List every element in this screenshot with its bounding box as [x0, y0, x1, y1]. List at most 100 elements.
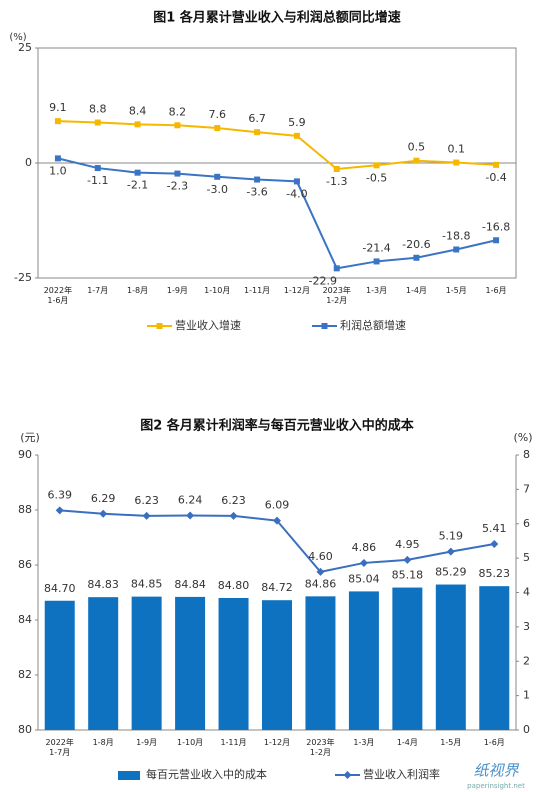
point	[174, 122, 181, 129]
point	[54, 155, 61, 162]
x-tick-label: 1-3月	[353, 738, 375, 747]
line	[57, 157, 497, 270]
bar	[435, 584, 466, 730]
x-tick-label: 1-8月	[127, 286, 149, 295]
point	[273, 516, 281, 525]
y2-tick-label: 4	[523, 586, 530, 599]
point	[333, 265, 340, 272]
data-label: 4.86	[352, 541, 377, 554]
point	[94, 119, 101, 126]
data-label: 5.9	[288, 116, 306, 129]
y-unit: (元)	[20, 431, 40, 444]
point	[214, 173, 221, 180]
y-tick-label: 84	[18, 613, 32, 626]
x-tick-label: 1-11月	[244, 286, 271, 295]
bar	[305, 596, 336, 730]
data-label: 7.6	[209, 108, 227, 121]
point	[316, 567, 325, 576]
x-tick-label: 2023年 1-2月	[322, 286, 351, 305]
y-tick-label: 90	[18, 448, 32, 461]
y2-tick-label: 0	[523, 723, 530, 736]
data-label: 4.60	[308, 550, 333, 563]
data-label: 0.5	[408, 141, 426, 154]
y2-tick-label: 5	[523, 551, 530, 564]
bar	[392, 587, 423, 730]
point	[359, 558, 368, 567]
data-label: 6.23	[221, 494, 246, 507]
y-tick-label: 88	[18, 503, 32, 516]
data-label: -0.4	[485, 171, 506, 184]
x-tick-label: 1-10月	[204, 286, 231, 295]
y2-tick-label: 8	[523, 448, 530, 461]
chart-title: 图1 各月累计营业收入与利润总额同比增速	[153, 10, 401, 26]
data-label: 84.85	[131, 578, 163, 591]
data-label: -0.5	[366, 171, 387, 184]
point	[321, 323, 328, 329]
data-label: 85.04	[348, 572, 380, 585]
data-label: 5.19	[439, 530, 464, 543]
line	[57, 120, 497, 171]
watermark-url: paperinsight.net	[467, 782, 525, 790]
data-label: 85.23	[479, 567, 511, 580]
x-tick-label: 2022年 1-6月	[43, 286, 73, 305]
bar	[479, 586, 510, 730]
point	[453, 159, 460, 166]
point	[142, 511, 151, 520]
data-label: 6.7	[248, 112, 266, 125]
data-label: -16.8	[482, 220, 510, 233]
y-tick-label: 0	[25, 156, 32, 169]
y-unit: (%)	[9, 32, 26, 43]
legend-label: 利润总额增速	[340, 318, 406, 332]
bar	[88, 597, 119, 730]
y-tick-label: 86	[18, 558, 32, 571]
y2-tick-label: 7	[523, 482, 530, 495]
chart-title: 图2 各月累计利润率与每百元营业收入中的成本	[140, 418, 414, 434]
x-tick-label: 1-7月	[87, 286, 109, 295]
x-tick-label: 1-6月	[483, 738, 505, 747]
data-label: 0.1	[448, 143, 466, 156]
point	[373, 258, 380, 265]
y2-unit: (%)	[513, 431, 532, 444]
data-label: 4.95	[395, 538, 420, 551]
data-label: 84.86	[305, 577, 337, 590]
data-label: 6.23	[134, 494, 159, 507]
point	[174, 170, 181, 177]
point	[134, 169, 141, 176]
watermark-brand: 纸视界	[473, 762, 519, 780]
x-tick-label: 1-4月	[396, 738, 418, 747]
bar	[218, 598, 249, 730]
x-tick-label: 2022年 1-7月	[45, 738, 74, 757]
point	[293, 132, 300, 139]
x-tick-label: 1-9月	[166, 286, 188, 295]
data-label: -2.3	[167, 180, 188, 193]
data-label: 84.70	[44, 582, 76, 595]
data-label: 8.8	[89, 103, 107, 116]
data-label: 84.83	[87, 578, 119, 591]
data-label: 8.2	[169, 105, 187, 118]
data-label: -4.0	[286, 187, 307, 200]
point	[373, 162, 380, 169]
y-tick-label: 80	[18, 723, 32, 736]
x-tick-label: 1-8月	[92, 738, 114, 747]
legend-label: 营业收入增速	[175, 318, 241, 332]
point	[413, 157, 420, 164]
y-tick-label: -25	[14, 271, 32, 284]
point	[186, 511, 195, 520]
x-tick-label: 1-11月	[220, 738, 247, 747]
data-label: 9.1	[49, 101, 67, 114]
data-label: 6.29	[91, 492, 116, 505]
data-label: 6.09	[265, 499, 290, 512]
bar	[44, 600, 75, 730]
x-tick-label: 1-10月	[177, 738, 204, 747]
x-tick-label: 1-4月	[405, 286, 427, 295]
point	[493, 237, 500, 244]
bar	[131, 596, 162, 730]
data-label: -1.3	[326, 175, 347, 188]
point	[403, 555, 412, 564]
x-tick-label: 1-5月	[445, 286, 467, 295]
bar	[175, 596, 206, 730]
legend-label: 营业收入利润率	[363, 767, 440, 781]
point	[55, 506, 64, 515]
